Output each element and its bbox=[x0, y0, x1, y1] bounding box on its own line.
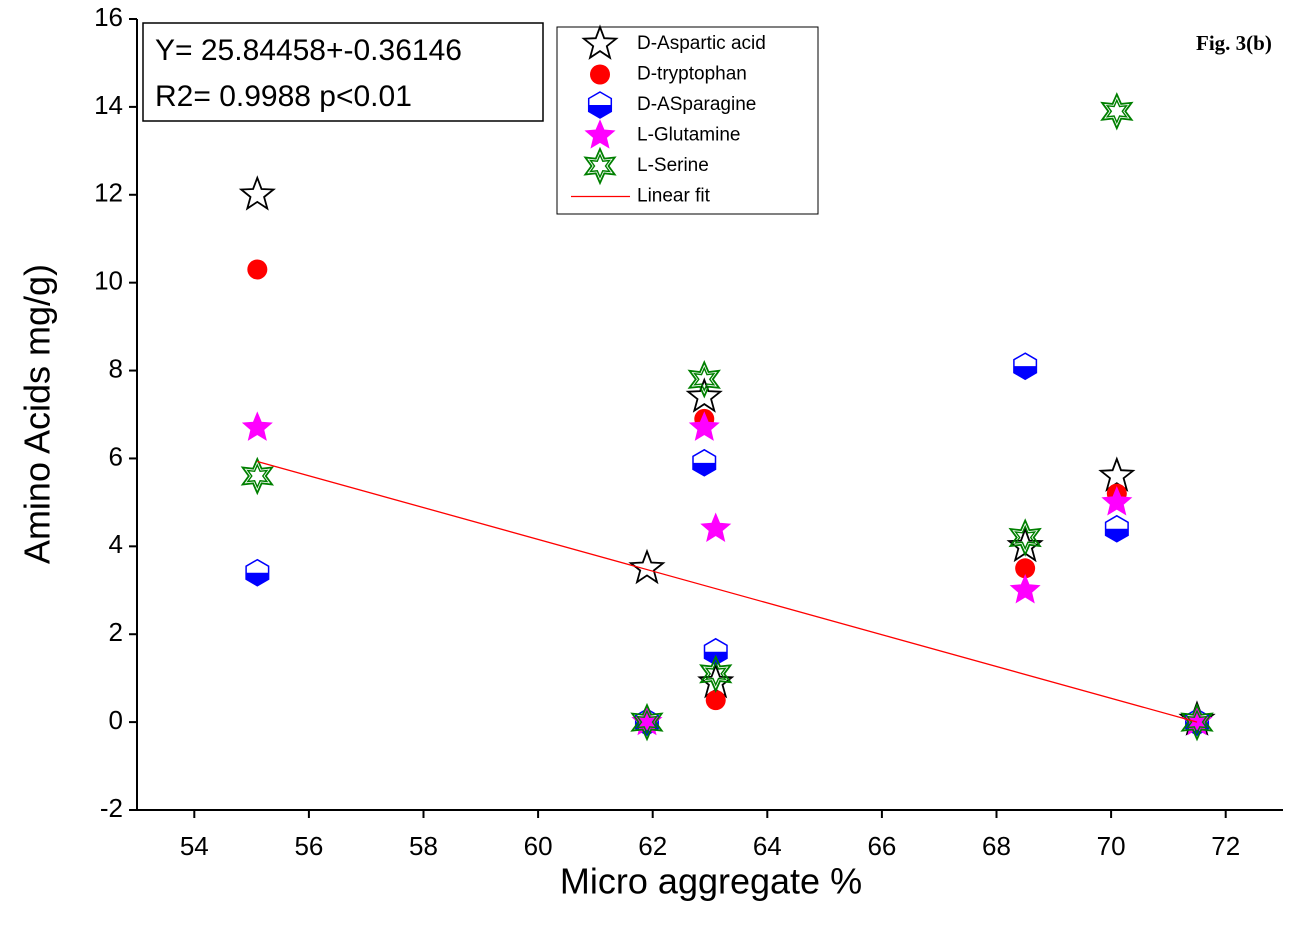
legend-label: D-ASparagine bbox=[637, 94, 756, 115]
annotation: Y= 25.84458+-0.36146 bbox=[155, 34, 462, 67]
star bbox=[699, 654, 733, 694]
legend-label: L-Glutamine bbox=[637, 125, 741, 146]
marker bbox=[583, 146, 617, 186]
fit-line bbox=[257, 460, 1198, 723]
y-tick-label: 6 bbox=[109, 441, 123, 471]
marker bbox=[245, 558, 270, 587]
star bbox=[583, 146, 617, 186]
dot bbox=[247, 259, 268, 280]
marker bbox=[705, 690, 726, 711]
marker bbox=[1008, 518, 1042, 557]
hexagon-fill bbox=[246, 572, 269, 586]
star bbox=[685, 377, 723, 413]
marker bbox=[688, 411, 720, 441]
star bbox=[238, 175, 276, 211]
star bbox=[246, 463, 269, 489]
star bbox=[700, 512, 732, 542]
y-tick-label: 10 bbox=[94, 266, 123, 296]
star bbox=[704, 661, 727, 687]
x-tick-label: 66 bbox=[867, 831, 896, 861]
marker bbox=[587, 91, 613, 119]
star bbox=[589, 153, 611, 179]
y-tick-label: 16 bbox=[94, 2, 123, 32]
marker bbox=[581, 24, 619, 60]
star bbox=[240, 456, 275, 496]
star bbox=[1009, 573, 1041, 604]
x-tick-label: 62 bbox=[638, 831, 667, 861]
dot bbox=[590, 64, 610, 85]
marker bbox=[1104, 514, 1129, 543]
star bbox=[687, 360, 721, 399]
marker bbox=[1100, 92, 1134, 131]
star bbox=[1014, 524, 1037, 551]
star bbox=[1180, 702, 1214, 742]
star bbox=[1101, 486, 1133, 516]
marker bbox=[1015, 558, 1036, 579]
marker bbox=[241, 411, 273, 441]
marker bbox=[1009, 573, 1041, 604]
x-axis-label: Micro aggregate % bbox=[560, 861, 862, 902]
star bbox=[1186, 709, 1209, 735]
star bbox=[628, 548, 666, 585]
star bbox=[693, 366, 716, 393]
x-tick-label: 70 bbox=[1097, 831, 1126, 861]
y-tick-label: 8 bbox=[109, 353, 123, 383]
x-tick-label: 58 bbox=[409, 831, 438, 861]
x-tick-label: 60 bbox=[524, 831, 553, 861]
star bbox=[1008, 518, 1042, 557]
y-axis-label: Amino Acids mg/g) bbox=[17, 264, 58, 564]
hexagon-fill bbox=[693, 462, 716, 476]
x-tick-label: 72 bbox=[1211, 831, 1240, 861]
star bbox=[581, 24, 619, 60]
x-tick-label: 56 bbox=[294, 831, 323, 861]
legend-label: D-Aspartic acid bbox=[637, 33, 766, 54]
y-tick-label: 14 bbox=[94, 90, 123, 120]
figure-label: Fig. 3(b) bbox=[1196, 31, 1272, 55]
legend-label: L-Serine bbox=[637, 155, 709, 176]
marker bbox=[630, 702, 664, 742]
dot bbox=[705, 690, 726, 711]
star bbox=[688, 411, 720, 441]
marker bbox=[238, 175, 276, 211]
marker bbox=[699, 654, 733, 694]
marker bbox=[692, 448, 717, 477]
star bbox=[635, 709, 658, 735]
y-tick-label: 0 bbox=[109, 705, 123, 735]
x-tick-label: 54 bbox=[180, 831, 209, 861]
star bbox=[630, 702, 664, 742]
marker bbox=[590, 64, 610, 85]
y-tick-label: 12 bbox=[94, 178, 123, 208]
y-tick-label: -2 bbox=[100, 793, 123, 823]
marker bbox=[685, 377, 723, 413]
star bbox=[1098, 456, 1136, 492]
star bbox=[1100, 92, 1134, 131]
hexagon-fill bbox=[1105, 528, 1129, 542]
annotation-box bbox=[142, 22, 544, 122]
x-tick-label: 64 bbox=[753, 831, 782, 861]
marker bbox=[240, 456, 275, 496]
y-tick-label: 4 bbox=[109, 529, 123, 559]
marker bbox=[700, 512, 732, 542]
marker bbox=[1180, 702, 1214, 742]
marker bbox=[628, 548, 666, 585]
x-tick-label: 68 bbox=[982, 831, 1011, 861]
hexagon-fill bbox=[1013, 366, 1037, 380]
marker bbox=[1013, 352, 1038, 381]
dot bbox=[1015, 558, 1036, 579]
star bbox=[1105, 98, 1128, 125]
marker bbox=[703, 637, 728, 666]
marker bbox=[1098, 456, 1136, 492]
star bbox=[584, 119, 616, 149]
star bbox=[241, 411, 273, 441]
marker bbox=[584, 119, 616, 149]
y-tick-label: 2 bbox=[109, 617, 123, 647]
marker bbox=[1101, 486, 1133, 516]
marker bbox=[687, 360, 721, 399]
annotation: R2= 0.9988 p<0.01 bbox=[155, 80, 412, 113]
legend-label: Linear fit bbox=[637, 186, 711, 207]
marker bbox=[247, 259, 268, 280]
hexagon-fill bbox=[588, 105, 612, 118]
legend-label: D-tryptophan bbox=[637, 64, 747, 85]
